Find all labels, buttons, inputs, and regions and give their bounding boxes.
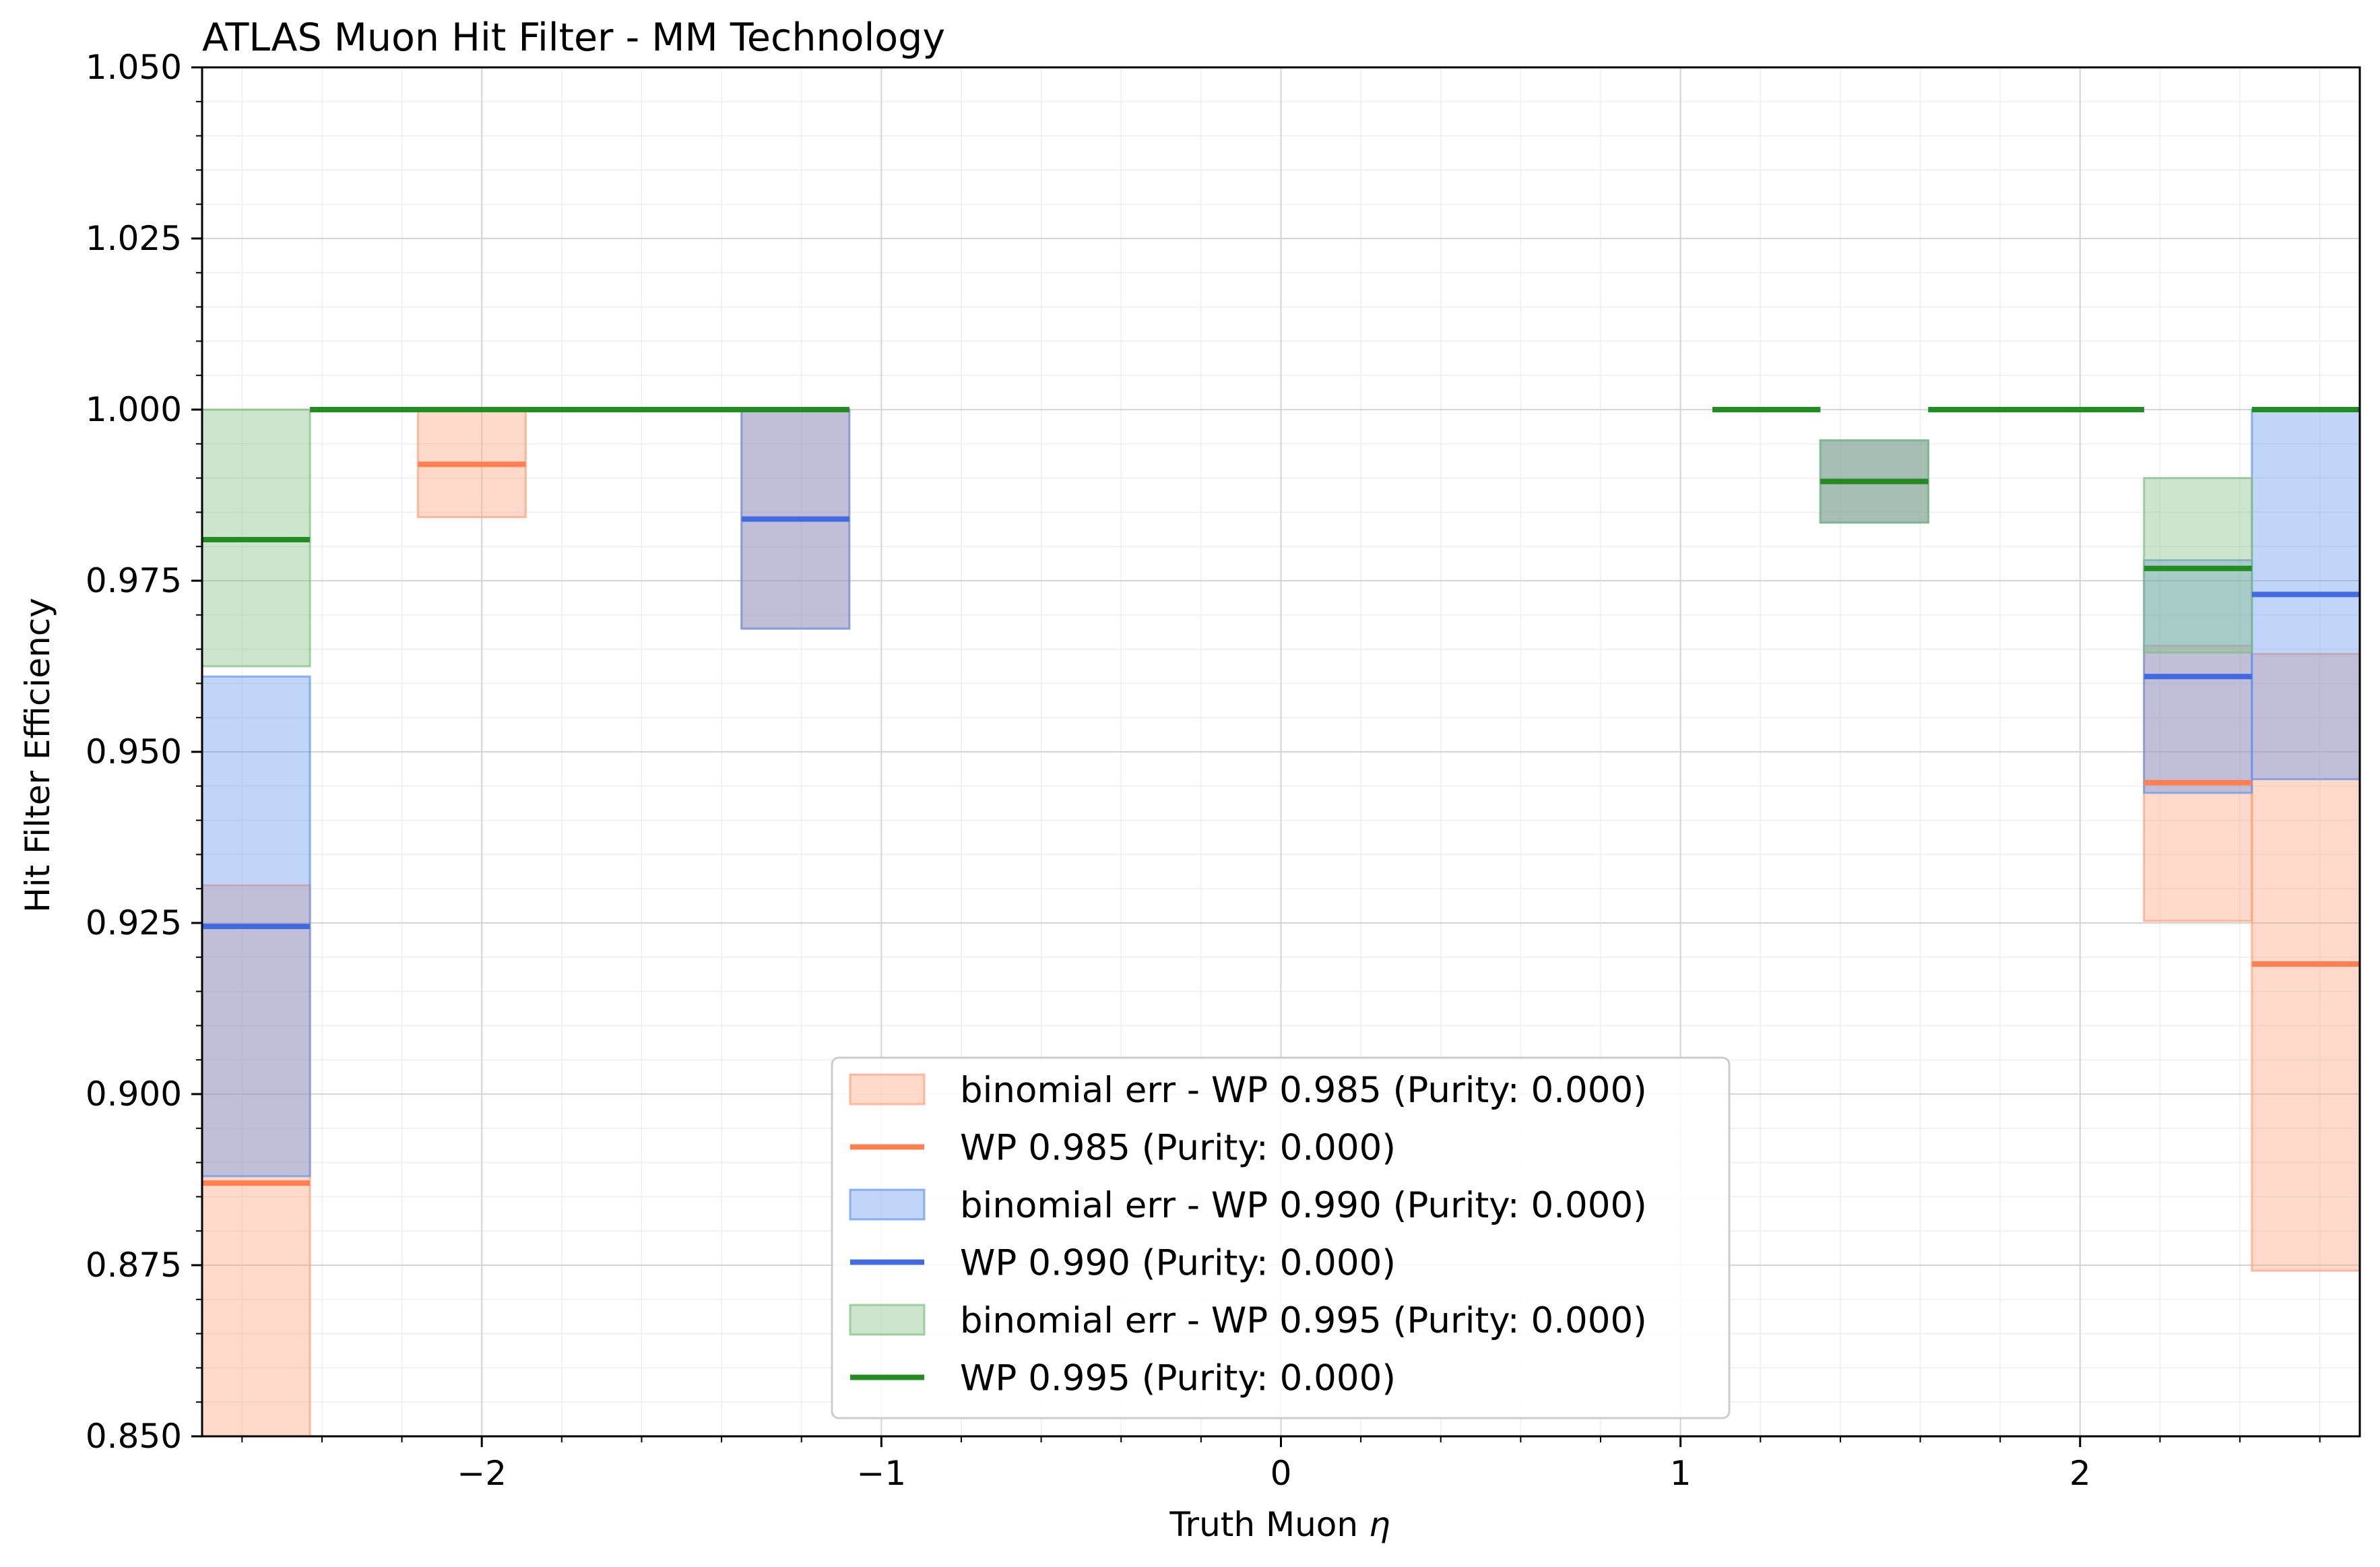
x-tick-label: 2 [2069, 1454, 2091, 1493]
legend-box [831, 1056, 1731, 1419]
y-tick-label: 0.925 [86, 903, 182, 942]
axis-ticks: −2 −1 0 1 2 0.850 0.875 0.900 0.925 0.950 0.975 1.0… [86, 48, 2321, 1493]
x-axis-label-symbol: η [1369, 1505, 1390, 1544]
y-tick-label: 1.025 [86, 219, 182, 258]
efficiency-lines [202, 407, 2360, 1186]
y-tick-label: 1.050 [86, 48, 182, 87]
y-tick-label: 0.900 [86, 1075, 182, 1114]
x-axis-label: Truth Muon η [1169, 1505, 1390, 1544]
chart-title: ATLAS Muon Hit Filter - MM Technology [202, 15, 945, 60]
x-axis-label-text: Truth Muon [1169, 1505, 1358, 1544]
y-tick-label: 0.950 [86, 732, 182, 771]
y-tick-label: 0.875 [86, 1246, 182, 1285]
x-tick-label: 0 [1271, 1454, 1292, 1493]
x-tick-label: 1 [1670, 1454, 1692, 1493]
legend-label: binomial err - WP 0.995 (Purity: 0.000) [960, 1300, 1647, 1341]
legend-label: WP 0.985 (Purity: 0.000) [960, 1128, 1396, 1169]
legend: binomial err - WP 0.985 (Purity: 0.000) W… [831, 1056, 1731, 1419]
y-tick-label: 1.000 [86, 390, 182, 429]
legend-band-swatch [849, 1188, 926, 1221]
y-axis-label: Hit Filter Efficiency [18, 598, 57, 913]
legend-label: WP 0.995 (Purity: 0.000) [960, 1358, 1396, 1399]
x-tick-label: −2 [457, 1454, 507, 1493]
legend-band-swatch [849, 1073, 926, 1106]
y-tick-label: 0.850 [86, 1417, 182, 1456]
legend-label: binomial err - WP 0.985 (Purity: 0.000) [960, 1070, 1647, 1111]
legend-label: WP 0.990 (Purity: 0.000) [960, 1243, 1396, 1284]
legend-band-swatch [849, 1304, 926, 1336]
legend-label: binomial err - WP 0.990 (Purity: 0.000) [960, 1185, 1647, 1226]
error-band-2 [2143, 477, 2253, 654]
y-tick-label: 0.975 [86, 561, 182, 600]
x-tick-label: −1 [856, 1454, 906, 1493]
